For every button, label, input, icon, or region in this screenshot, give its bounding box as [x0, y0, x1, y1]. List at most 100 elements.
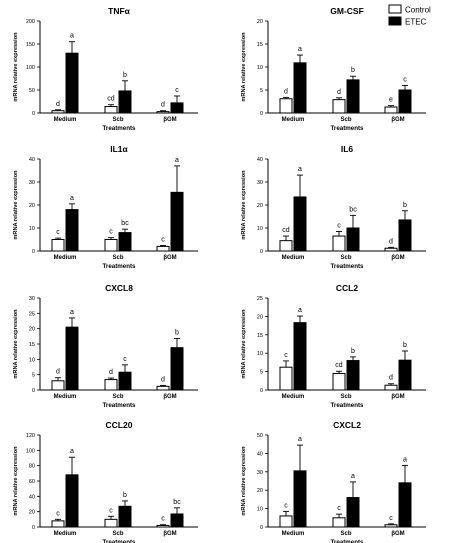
- category-label: βGM: [163, 531, 176, 537]
- x-axis-label: Treatments: [330, 539, 364, 543]
- y-tick-label: 10: [29, 357, 35, 363]
- y-tick-label: 0: [260, 249, 263, 255]
- significance-letter: a: [351, 473, 355, 480]
- y-axis-label: mRNA relative expression: [241, 446, 247, 516]
- category-label: Medium: [54, 531, 77, 537]
- y-tick-label: 0: [260, 388, 263, 394]
- significance-letter: d: [56, 101, 60, 108]
- bar-etec: [65, 474, 79, 528]
- bar-etec: [118, 371, 132, 391]
- y-tick-label: 10: [257, 507, 263, 513]
- category-label: Medium: [54, 394, 77, 400]
- y-axis-label: mRNA relative expression: [13, 309, 19, 379]
- x-axis-label: Treatments: [102, 539, 136, 543]
- bar-control: [156, 524, 170, 528]
- bar-control: [51, 520, 65, 528]
- y-tick-label: 30: [29, 296, 35, 302]
- bar-control: [104, 518, 118, 528]
- significance-letter: c: [109, 507, 113, 514]
- significance-letter: bc: [349, 206, 357, 213]
- bar-control: [279, 98, 293, 114]
- chart-title: CXCL2: [333, 420, 361, 430]
- legend-swatch-etec: [388, 16, 402, 26]
- significance-letter: b: [403, 202, 407, 209]
- bar-etec: [65, 326, 79, 391]
- category-label: βGM: [163, 255, 176, 261]
- y-tick-label: 80: [29, 464, 35, 470]
- category-label: βGM: [163, 117, 176, 123]
- chart-title: CCL20: [106, 420, 133, 430]
- y-tick-label: 0: [260, 111, 263, 117]
- significance-letter: bc: [121, 220, 129, 227]
- significance-letter: e: [389, 97, 393, 104]
- significance-letter: a: [175, 157, 179, 164]
- significance-letter: cd: [282, 227, 290, 234]
- y-tick-label: 30: [257, 180, 263, 186]
- y-tick-label: 0: [32, 249, 35, 255]
- y-tick-label: 30: [257, 470, 263, 476]
- significance-letter: c: [161, 516, 165, 523]
- y-tick-label: 5: [260, 370, 263, 376]
- bar-etec: [346, 360, 360, 391]
- y-tick-label: 20: [257, 488, 263, 494]
- bar-etec: [346, 497, 360, 528]
- bar-control: [156, 385, 170, 391]
- chart-title: TNFα: [108, 6, 131, 16]
- y-tick-label: 50: [29, 88, 35, 94]
- category-label: Scb: [340, 531, 351, 537]
- x-axis-label: Treatments: [330, 402, 364, 409]
- y-tick-label: 5: [32, 373, 35, 379]
- bar-etec: [170, 102, 184, 114]
- y-tick-label: 0: [32, 525, 35, 531]
- legend-swatch-control: [388, 4, 402, 14]
- y-tick-label: 20: [29, 510, 35, 516]
- category-label: Scb: [340, 117, 351, 123]
- category-label: Scb: [112, 531, 123, 537]
- y-axis-label: mRNA relative expression: [241, 170, 247, 240]
- bar-control: [156, 245, 170, 252]
- x-axis-label: Treatments: [330, 263, 364, 270]
- bar-control: [384, 247, 398, 252]
- y-tick-label: 100: [26, 65, 35, 71]
- significance-letter: c: [123, 356, 127, 363]
- significance-letter: c: [56, 510, 60, 517]
- bar-control: [51, 239, 65, 252]
- y-tick-label: 0: [32, 111, 35, 117]
- y-tick-label: 40: [257, 157, 263, 163]
- y-tick-label: 30: [29, 180, 35, 186]
- significance-letter: a: [298, 307, 302, 314]
- bar-control: [104, 239, 118, 252]
- significance-letter: d: [109, 369, 113, 376]
- y-axis-label: mRNA relative expression: [13, 446, 19, 516]
- significance-letter: a: [298, 436, 302, 443]
- legend-label-control: Control: [405, 6, 431, 15]
- y-tick-label: 15: [29, 342, 35, 348]
- chart-title: IL6: [341, 144, 354, 154]
- bar-etec: [118, 90, 132, 114]
- chart-il1: IL1α 0 10 20 30 40 mRNA relative expression Tre…: [13, 144, 198, 270]
- y-tick-label: 120: [26, 433, 35, 439]
- chart-il6: IL6 0 10 20 30 40 mRNA relative expression Trea…: [241, 144, 426, 270]
- category-label: Medium: [282, 117, 305, 123]
- bar-etec: [65, 209, 79, 252]
- bar-control: [332, 235, 346, 252]
- significance-letter: c: [389, 515, 393, 522]
- significance-letter: cd: [335, 362, 343, 369]
- significance-letter: bc: [173, 499, 181, 506]
- significance-letter: d: [284, 88, 288, 95]
- y-tick-label: 15: [257, 333, 263, 339]
- y-tick-label: 20: [257, 314, 263, 320]
- significance-letter: c: [337, 505, 341, 512]
- bar-etec: [398, 482, 412, 528]
- bar-control: [279, 240, 293, 252]
- chart-title: GM-CSF: [330, 6, 364, 16]
- category-label: Medium: [282, 531, 305, 537]
- significance-letter: d: [389, 238, 393, 245]
- x-axis-label: Treatments: [102, 263, 136, 270]
- bar-etec: [118, 232, 132, 252]
- y-tick-label: 20: [29, 327, 35, 333]
- chart-cxcl2: CXCL2 0 10 20 30 40 50 mRNA relative expression…: [241, 420, 426, 543]
- bar-control: [384, 106, 398, 114]
- bar-control: [104, 379, 118, 391]
